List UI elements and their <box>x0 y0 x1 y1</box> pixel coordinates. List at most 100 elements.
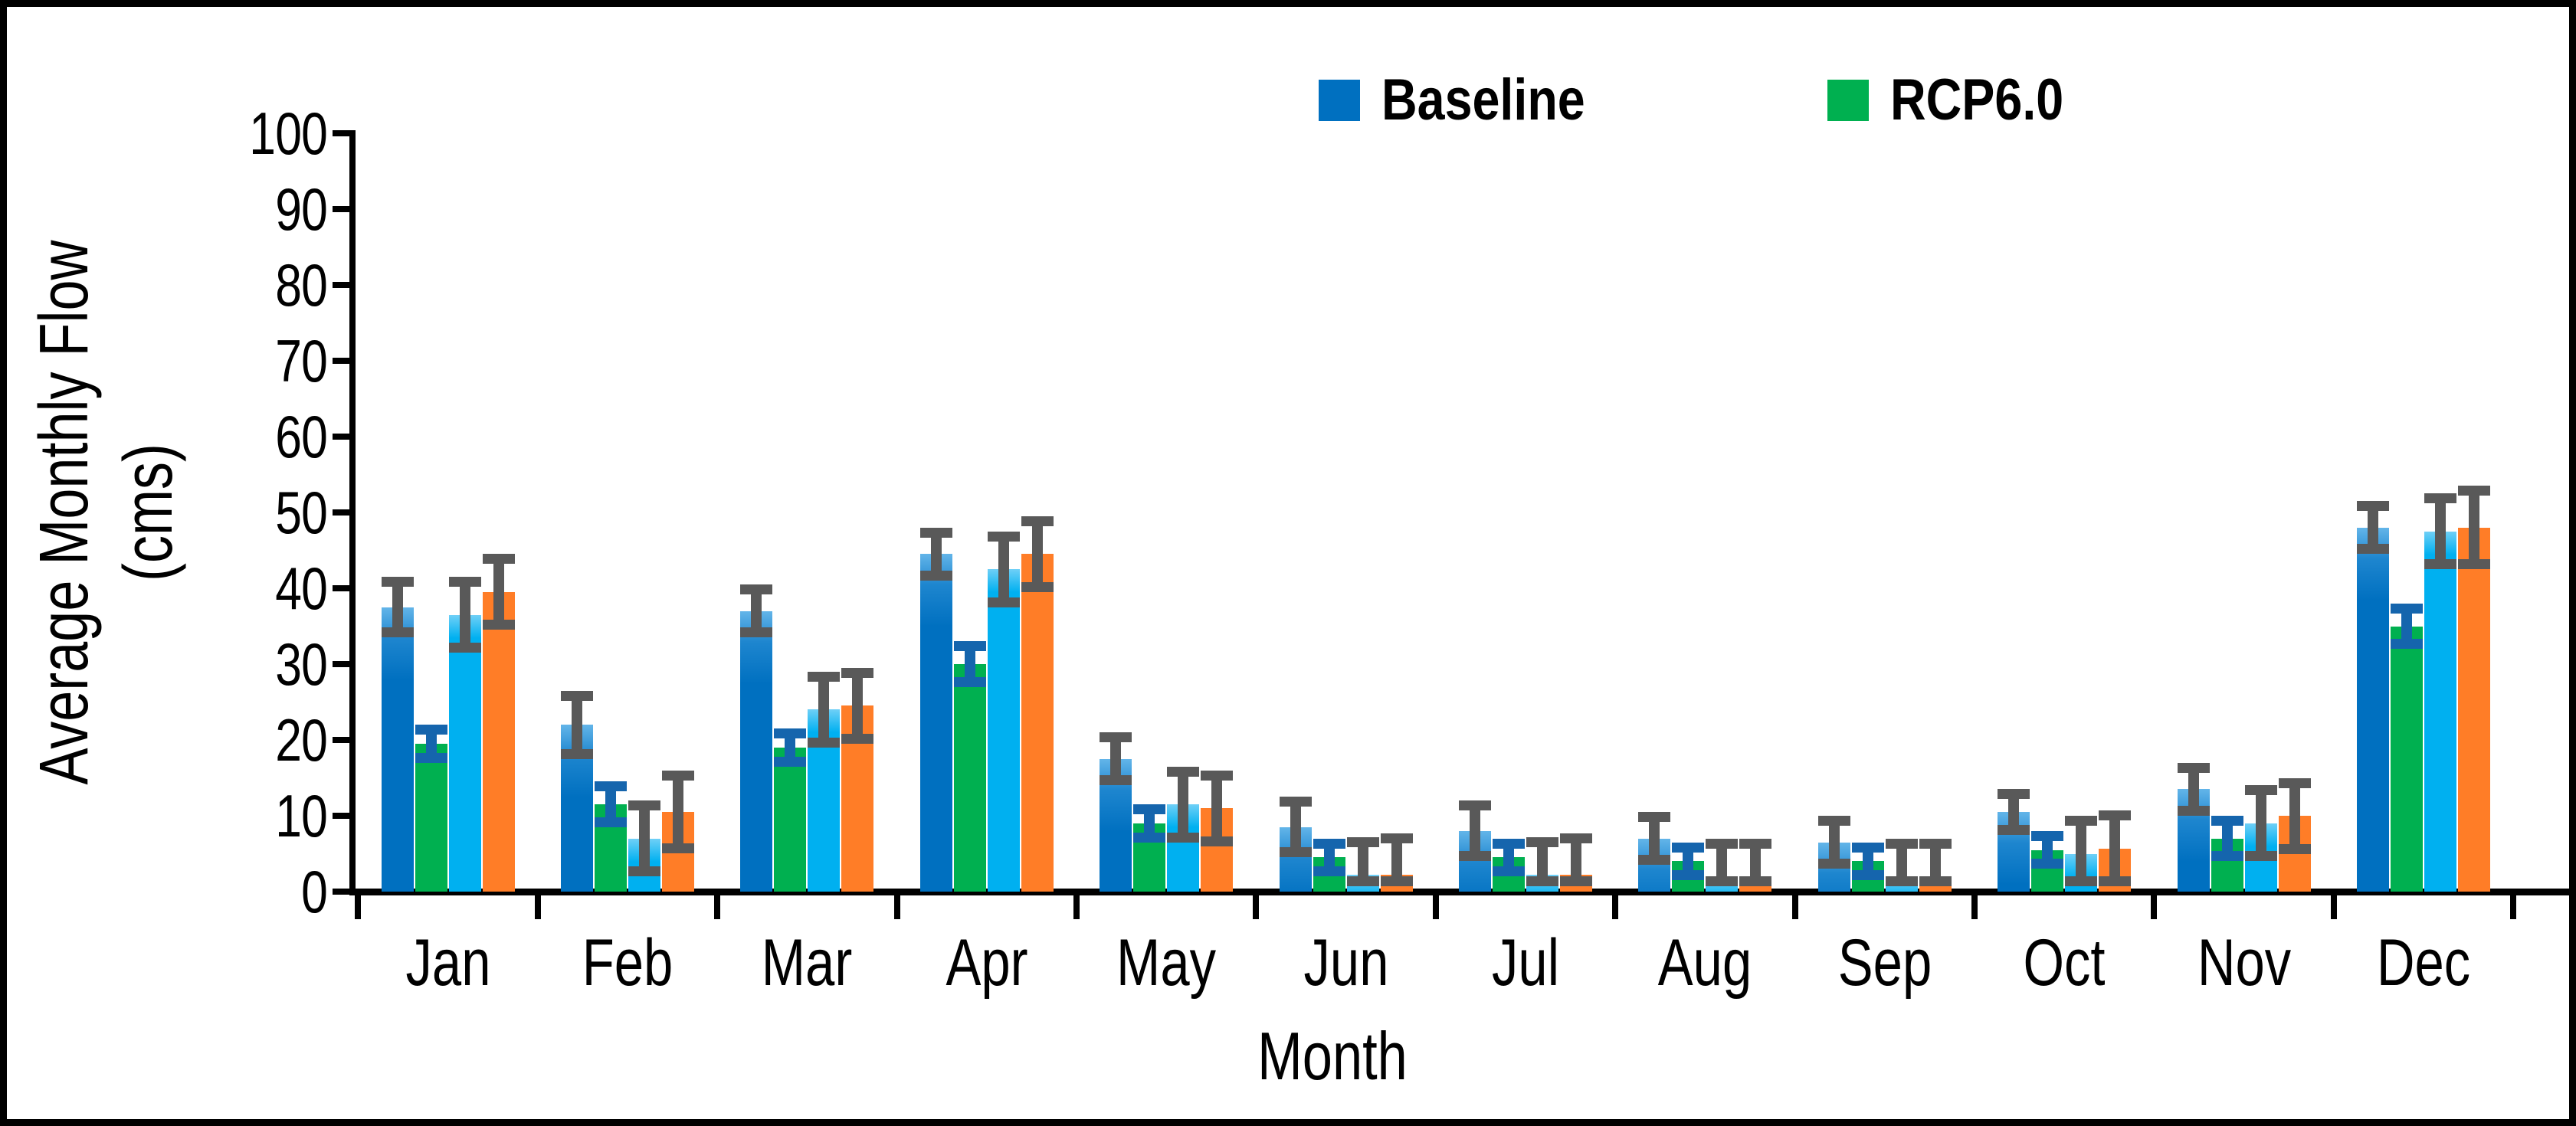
y-axis-tick <box>333 509 356 516</box>
bar-rcp60-mar <box>774 747 807 892</box>
x-axis-tick <box>1073 895 1080 919</box>
error-bar <box>1313 838 1345 877</box>
bar-series3-apr <box>987 569 1020 892</box>
x-axis-line <box>349 889 2569 895</box>
error-bar <box>1885 838 1918 887</box>
legend-item-rcp60: RCP6.0 <box>1827 71 2094 129</box>
legend-item-baseline: Baseline <box>1319 71 1621 129</box>
error-bar <box>381 577 414 638</box>
y-axis-tick <box>333 737 356 743</box>
bar-baseline-jan <box>381 607 414 892</box>
error-bar <box>774 728 807 767</box>
y-axis-tick <box>333 661 356 667</box>
x-tick-label: Jun <box>1303 926 1388 1000</box>
error-bar <box>1492 838 1525 877</box>
error-bar <box>1739 838 1772 887</box>
error-bar <box>2278 777 2311 854</box>
x-tick-label: Nov <box>2197 926 2291 1000</box>
y-tick-label: 70 <box>275 327 328 394</box>
bar-series4-dec <box>2457 527 2490 892</box>
bar-series4-jan <box>482 591 515 892</box>
x-axis-tick <box>714 895 721 919</box>
x-axis-tick <box>2510 895 2517 919</box>
bar-baseline-dec <box>2356 527 2389 892</box>
x-tick-label: Feb <box>582 926 673 1000</box>
y-axis-tick <box>333 282 356 288</box>
y-tick-label: 80 <box>275 251 328 319</box>
x-tick-label: Jan <box>405 926 490 1000</box>
y-axis-tick <box>333 813 356 819</box>
y-axis-tick <box>333 585 356 591</box>
error-bar <box>1167 766 1200 843</box>
y-axis-tick <box>333 358 356 364</box>
error-bar <box>448 577 481 653</box>
y-axis-tick <box>333 434 356 440</box>
y-axis-tick <box>333 889 356 895</box>
error-bar <box>919 527 952 581</box>
error-bar <box>2099 810 2132 887</box>
error-bar <box>628 800 660 877</box>
legend: Baseline RCP6.0 <box>7 7 2569 137</box>
error-bar <box>1919 838 1952 887</box>
y-axis-tick <box>333 130 356 136</box>
error-bar <box>1559 833 1592 887</box>
x-axis-tick <box>1971 895 1978 919</box>
y-tick-label: 10 <box>275 782 328 849</box>
error-bar <box>2031 830 2064 869</box>
y-tick-label: 50 <box>275 479 328 546</box>
x-tick-label: Oct <box>2023 926 2106 1000</box>
error-bar <box>1998 789 2030 835</box>
error-bar <box>2390 603 2423 650</box>
y-tick-label: 20 <box>275 706 328 774</box>
error-bar <box>2065 816 2098 887</box>
x-axis-tick <box>1791 895 1798 919</box>
error-bar <box>1706 838 1739 887</box>
x-axis-tick <box>1612 895 1619 919</box>
bar-series3-jan <box>448 614 481 892</box>
error-bar <box>594 781 627 827</box>
error-bar <box>808 671 841 748</box>
legend-marker-rcp60 <box>1827 80 1869 121</box>
error-bar <box>2244 785 2277 862</box>
error-bar <box>740 584 773 638</box>
error-bar <box>1279 797 1312 858</box>
error-bar <box>2177 762 2210 816</box>
y-tick-label: 0 <box>301 858 328 925</box>
y-axis-tick <box>333 206 356 212</box>
y-tick-label: 40 <box>275 555 328 622</box>
x-tick-label: Jul <box>1491 926 1559 1000</box>
x-axis-tick <box>893 895 900 919</box>
error-bar <box>482 554 515 630</box>
x-axis-tick <box>1432 895 1439 919</box>
error-bar <box>2211 816 2243 862</box>
x-tick-label: Sep <box>1837 926 1932 1000</box>
x-tick-label: May <box>1116 926 1217 1000</box>
bar-baseline-mar <box>740 610 773 892</box>
error-bar <box>1133 804 1166 843</box>
bar-baseline-apr <box>919 554 952 892</box>
error-bar <box>1380 833 1413 887</box>
error-bar <box>560 690 593 759</box>
error-bar <box>1458 800 1491 862</box>
x-axis-title: Month <box>1257 1018 1408 1094</box>
legend-label-baseline: Baseline <box>1381 67 1585 133</box>
plot-area: 0 10 20 30 40 50 60 70 80 90 100 Jan Feb Mar Apr May Jun… <box>7 7 2569 1119</box>
error-bar <box>1346 836 1379 887</box>
y-tick-label: 30 <box>275 630 328 698</box>
error-bar <box>1638 812 1671 866</box>
x-tick-label: Dec <box>2376 926 2471 1000</box>
y-tick-label: 100 <box>249 100 328 167</box>
bar-series4-apr <box>1021 554 1054 892</box>
x-tick-label: Mar <box>762 926 853 1000</box>
error-bar <box>1851 842 1884 881</box>
error-bar <box>987 531 1020 607</box>
x-tick-label: Apr <box>946 926 1028 1000</box>
error-bar <box>661 770 694 854</box>
legend-label-rcp60: RCP6.0 <box>1890 67 2064 133</box>
error-bar <box>1201 770 1234 846</box>
error-bar <box>1021 516 1054 592</box>
error-bar <box>1672 842 1705 881</box>
y-tick-label: 90 <box>275 175 328 243</box>
x-axis-tick <box>2151 895 2158 919</box>
